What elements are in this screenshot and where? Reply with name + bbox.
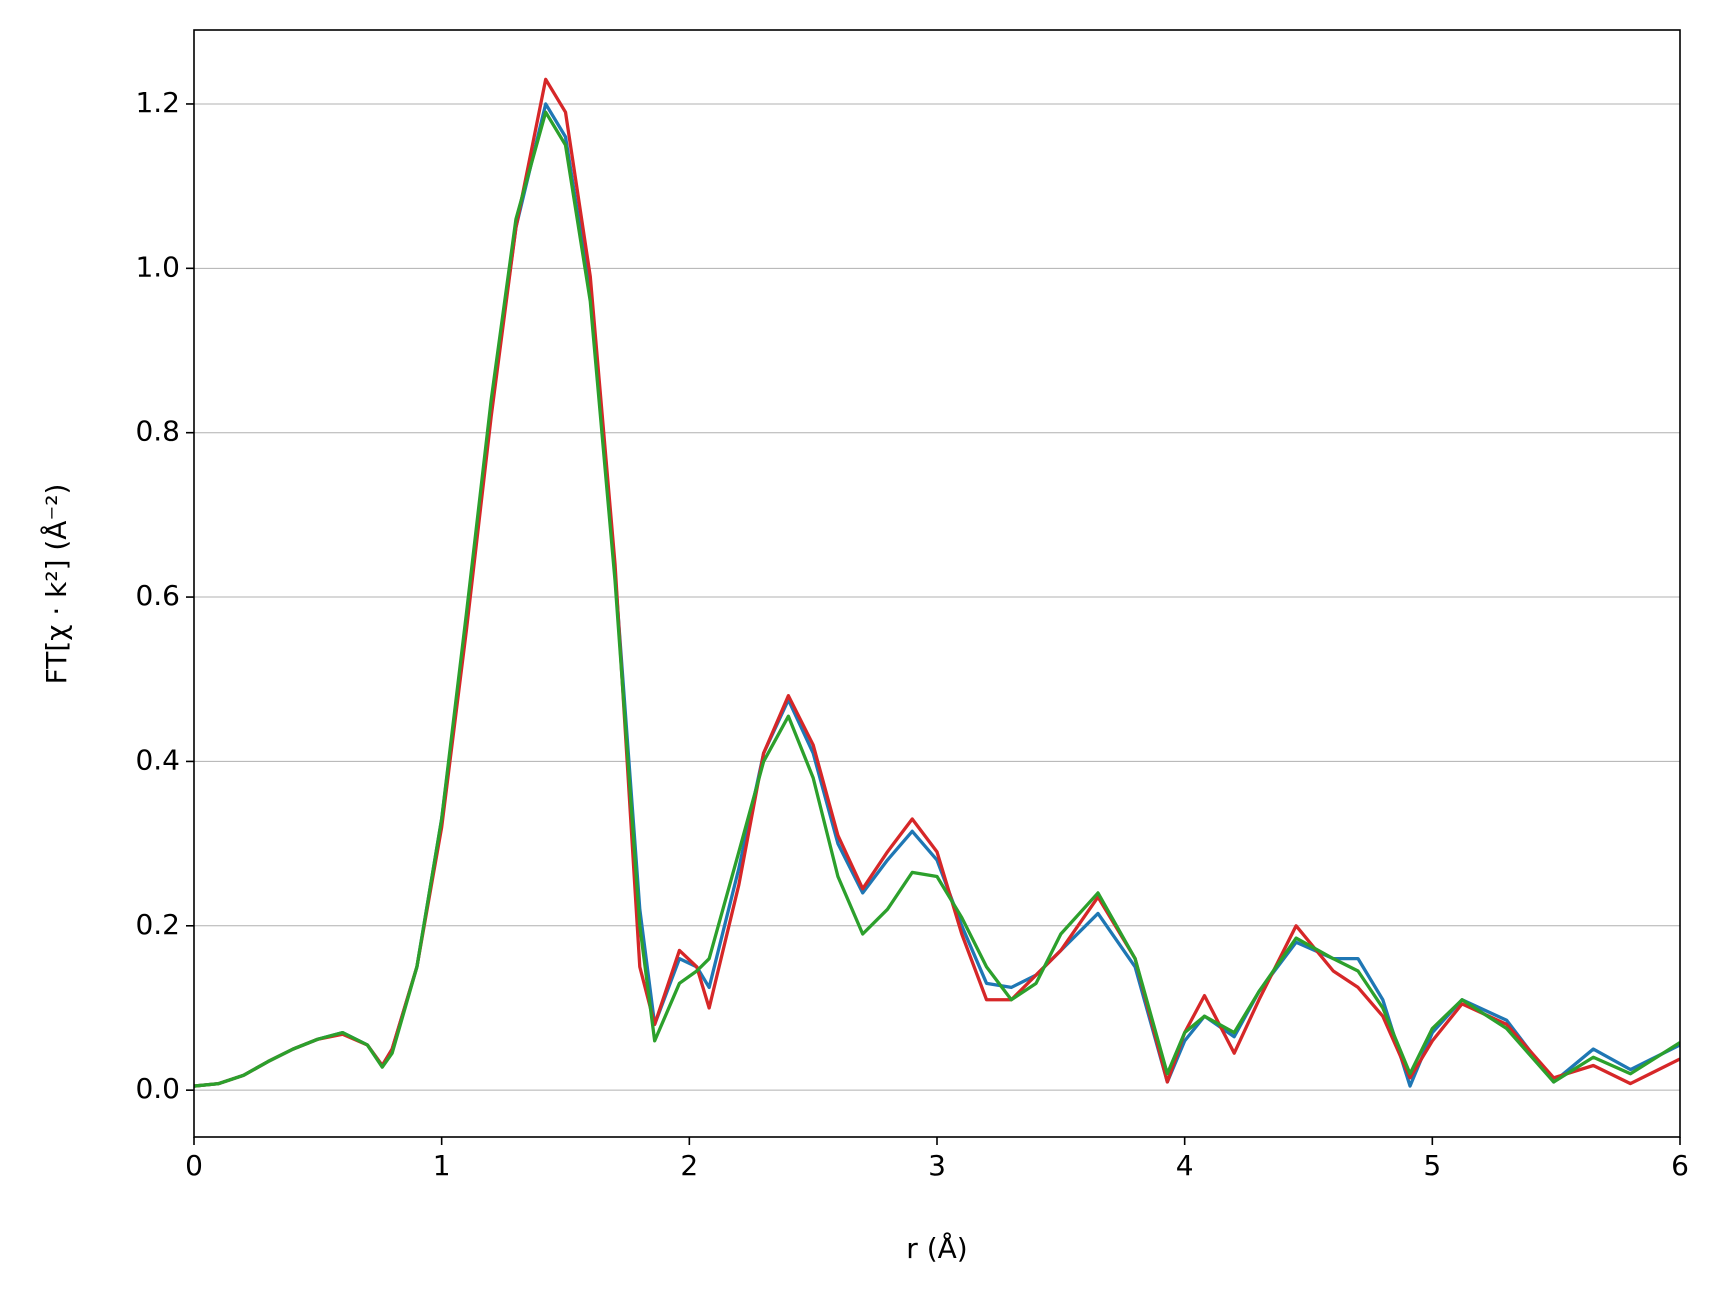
data-line [194, 110, 1680, 1088]
y-tick-label: 1.2 [135, 86, 180, 119]
x-tick-label: 4 [1176, 1149, 1194, 1182]
x-tick-label: 0 [185, 1149, 203, 1182]
y-axis-label: FT[χ · k²] (Å⁻²) [39, 484, 73, 685]
x-axis-label: r (Å) [906, 1231, 967, 1265]
y-tick-label: 0.0 [135, 1072, 180, 1105]
y-tick-label: 0.4 [135, 743, 180, 776]
y-tick-label: 0.8 [135, 415, 180, 448]
x-tick-label: 5 [1423, 1149, 1441, 1182]
y-tick-label: 0.2 [135, 908, 180, 941]
x-tick-label: 2 [680, 1149, 698, 1182]
x-tick-label: 6 [1671, 1149, 1689, 1182]
plot-frame [193, 29, 1681, 1138]
x-tick-label: 1 [433, 1149, 451, 1182]
data-line [194, 102, 1680, 1088]
y-tick-label: 0.6 [135, 579, 180, 612]
x-tick-label: 3 [928, 1149, 946, 1182]
data-line [194, 77, 1680, 1088]
y-tick-label: 1.0 [135, 250, 180, 283]
